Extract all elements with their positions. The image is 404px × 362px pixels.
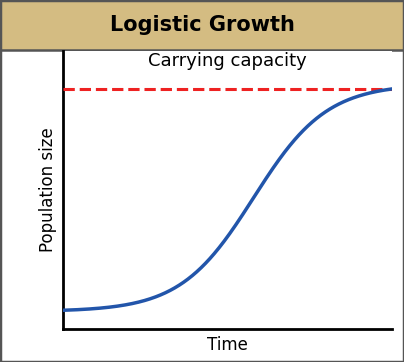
Text: Logistic Growth: Logistic Growth [109, 15, 295, 35]
Text: Carrying capacity: Carrying capacity [148, 52, 307, 70]
Y-axis label: Population size: Population size [39, 128, 57, 252]
X-axis label: Time: Time [207, 336, 248, 354]
